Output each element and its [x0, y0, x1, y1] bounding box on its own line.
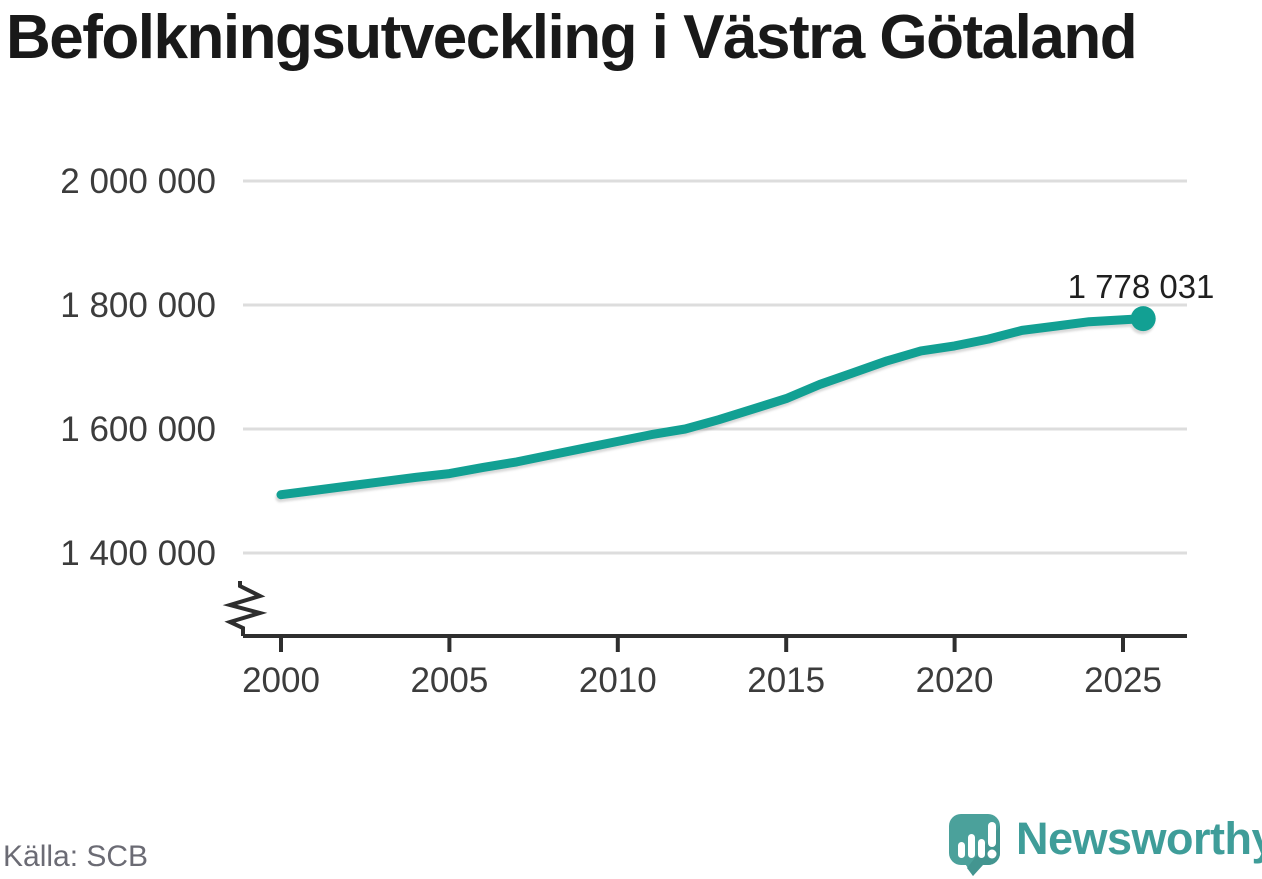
- x-tick-label: 2010: [579, 661, 657, 700]
- source-note: Källa: SCB: [3, 840, 149, 873]
- population-line: [276, 314, 1148, 500]
- newsworthy-brand: Newsworthy: [947, 812, 1262, 878]
- x-tick-label: 2025: [1084, 661, 1162, 700]
- x-tick-label: 2020: [916, 661, 994, 700]
- last-point-dot: [1130, 306, 1156, 332]
- newsworthy-wordmark: Newsworthy: [1016, 813, 1262, 864]
- y-tick-label: 1 600 000: [60, 410, 216, 449]
- population-series: [276, 306, 1156, 500]
- chart-title: Befolkningsutveckling i Västra Götaland: [6, 3, 1138, 72]
- y-tick-label: 1 400 000: [60, 534, 216, 573]
- population-chart: 2 000 000 1 800 000 1 600 000 1 400 000 2000…: [60, 162, 1215, 700]
- x-tick-label: 2005: [410, 661, 488, 700]
- y-tick-label: 1 800 000: [60, 286, 216, 325]
- x-tick-label: 2015: [747, 661, 825, 700]
- y-axis-break-squiggle: [222, 581, 268, 636]
- last-point-value-label: 1 778 031: [1068, 268, 1215, 305]
- y-tick-label: 2 000 000: [60, 162, 216, 201]
- x-tick-label: 2000: [242, 661, 320, 700]
- newsworthy-logo-icon: [949, 814, 1000, 876]
